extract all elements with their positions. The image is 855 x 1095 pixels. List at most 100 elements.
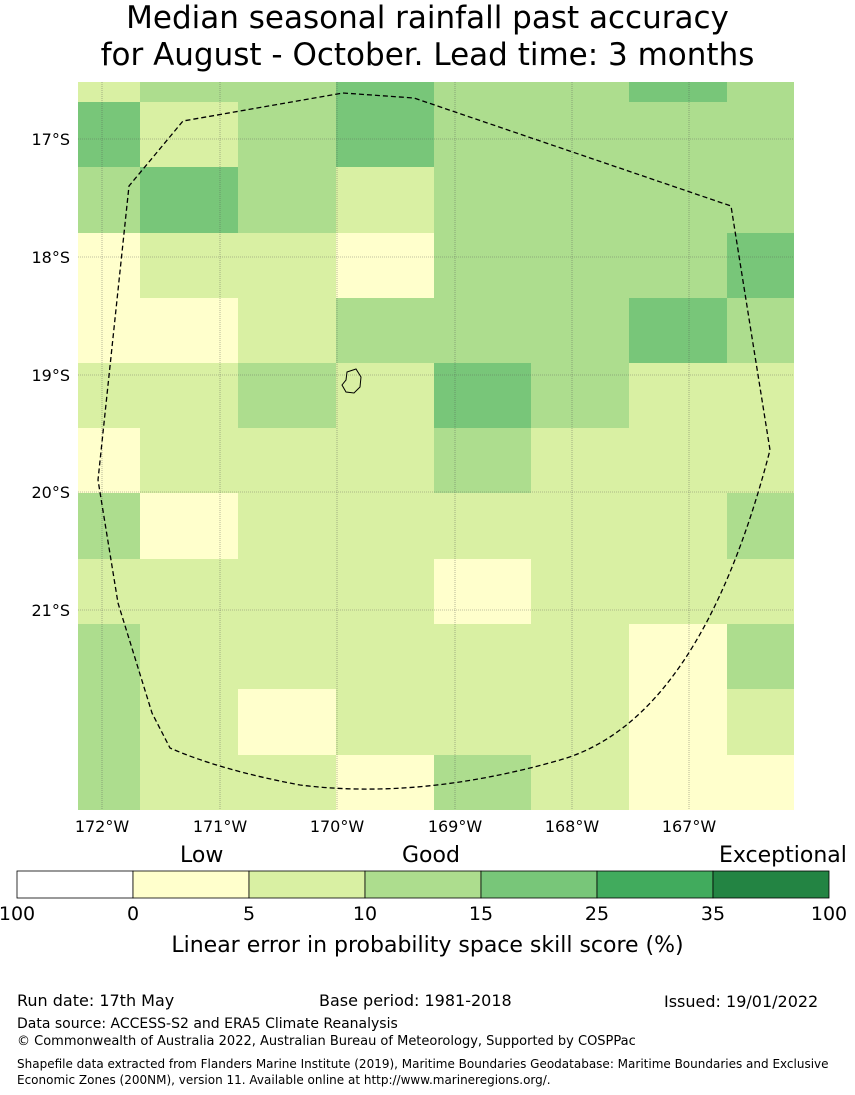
skill-cell: [140, 689, 238, 755]
skill-colorbar: [16, 870, 830, 899]
skill-cell: [140, 428, 238, 493]
colorbar-tick: 15: [468, 903, 494, 925]
colorbar-tick: 10: [352, 903, 378, 925]
skill-cell: [434, 102, 531, 167]
legend-category-exceptional: Exceptional: [719, 843, 847, 868]
skill-cell: [140, 102, 238, 167]
skill-cell: [140, 624, 238, 689]
skill-cell: [336, 689, 434, 755]
colorbar-tick: 100: [0, 903, 36, 925]
skill-cell: [531, 755, 629, 810]
skill-cell: [531, 363, 629, 428]
skill-cell: [531, 298, 629, 363]
skill-cell: [727, 233, 794, 298]
skill-cell: [434, 82, 531, 102]
colorbar-tick: 100: [810, 903, 848, 925]
skill-cell: [434, 233, 531, 298]
skill-cell: [238, 82, 336, 102]
skill-cell: [336, 755, 434, 810]
niue-island-outline: [341, 368, 362, 394]
colorbar-segment: [364, 870, 482, 899]
skill-cell: [434, 755, 531, 810]
lon-label: 170°W: [310, 817, 365, 836]
skill-cell: [336, 102, 434, 167]
skill-cell: [727, 624, 794, 689]
copyright: © Commonwealth of Australia 2022, Austra…: [17, 1034, 636, 1049]
data-source: Data source: ACCESS-S2 and ERA5 Climate …: [17, 1016, 398, 1032]
skill-cell: [434, 624, 531, 689]
longitude-labels: 172°W 171°W 170°W 169°W 168°W 167°W: [75, 817, 717, 836]
skill-cell: [238, 233, 336, 298]
skill-cell: [78, 428, 140, 493]
colorbar-segment: [132, 870, 250, 899]
skill-cell: [336, 298, 434, 363]
lat-label: 18°S: [31, 248, 70, 267]
skill-cell: [434, 363, 531, 428]
skill-cell: [531, 82, 629, 102]
skill-cell: [531, 167, 629, 233]
lat-label: 19°S: [31, 366, 70, 385]
colorbar-label: Linear error in probability space skill …: [171, 933, 684, 958]
map-title-line-2: for August - October. Lead time: 3 month…: [100, 37, 755, 73]
skill-cell: [434, 493, 531, 559]
colorbar-segment: [16, 870, 134, 899]
skill-cell: [78, 689, 140, 755]
lat-label: 20°S: [31, 483, 70, 502]
skill-cell: [727, 428, 794, 493]
skill-cell: [78, 82, 140, 102]
shapefile-credit-line-2: Economic Zones (200NM), version 11. Avai…: [17, 1073, 551, 1087]
lon-label: 168°W: [545, 817, 600, 836]
skill-cell: [78, 363, 140, 428]
skill-cell: [140, 82, 238, 102]
skill-cell: [629, 167, 727, 233]
skill-grid: [78, 82, 794, 810]
skill-cell: [531, 493, 629, 559]
skill-cell: [78, 233, 140, 298]
colorbar-segment: [248, 870, 366, 899]
legend-category-good: Good: [402, 843, 460, 868]
skill-cell: [336, 624, 434, 689]
skill-cell: [336, 363, 434, 428]
skill-cell: [140, 363, 238, 428]
skill-cell: [434, 689, 531, 755]
skill-cell: [336, 233, 434, 298]
skill-cell: [727, 689, 794, 755]
skill-cell: [140, 167, 238, 233]
base-period: Base period: 1981-2018: [319, 991, 512, 1010]
skill-cell: [629, 689, 727, 755]
skill-cell: [238, 298, 336, 363]
skill-cell: [78, 624, 140, 689]
lat-label: 21°S: [31, 601, 70, 620]
skill-cell: [629, 559, 727, 624]
skill-cell: [140, 493, 238, 559]
skill-cell: [629, 624, 727, 689]
colorbar-segment: [480, 870, 598, 899]
rainfall-skill-map: 17°S 18°S 19°S 20°S 21°S 172°W 171°W 170°W 169°…: [31, 82, 794, 836]
skill-cell: [629, 363, 727, 428]
lat-label: 17°S: [31, 130, 70, 149]
issued-date: Issued: 19/01/2022: [664, 992, 819, 1011]
skill-cell: [727, 167, 794, 233]
skill-cell: [727, 363, 794, 428]
colorbar-tick: 5: [242, 903, 256, 925]
skill-cell: [434, 428, 531, 493]
skill-cell: [336, 493, 434, 559]
skill-cell: [434, 559, 531, 624]
skill-cell: [238, 689, 336, 755]
skill-cell: [434, 298, 531, 363]
skill-cell: [629, 233, 727, 298]
skill-cell: [531, 624, 629, 689]
skill-cell: [140, 233, 238, 298]
skill-cell: [238, 493, 336, 559]
skill-cell: [629, 755, 727, 810]
lon-label: 172°W: [75, 817, 130, 836]
skill-cell: [629, 428, 727, 493]
legend-category-low: Low: [180, 843, 224, 868]
skill-cell: [531, 428, 629, 493]
skill-cell: [531, 233, 629, 298]
skill-cell: [238, 167, 336, 233]
colorbar-tick: 25: [584, 903, 610, 925]
skill-cell: [727, 298, 794, 363]
skill-cell: [238, 559, 336, 624]
colorbar-tick: 35: [700, 903, 726, 925]
